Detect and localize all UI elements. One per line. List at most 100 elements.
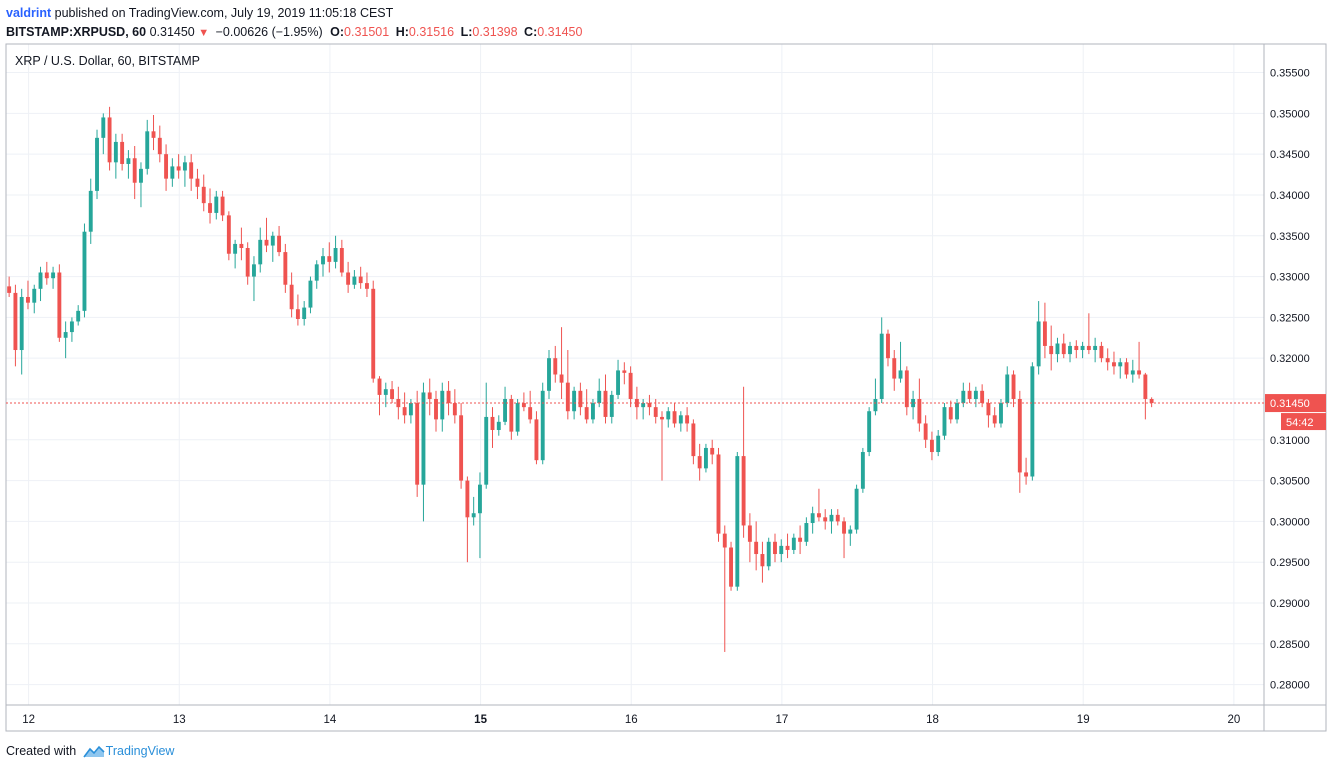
candle-body xyxy=(170,166,175,179)
candle-body xyxy=(182,162,187,171)
x-tick-label: 19 xyxy=(1077,714,1090,726)
candle-body xyxy=(634,398,639,408)
candle-body xyxy=(816,513,821,518)
candle xyxy=(967,382,972,404)
candle-body xyxy=(245,248,250,277)
candle xyxy=(892,350,897,391)
candle xyxy=(38,266,43,302)
time-axis[interactable]: 12 13 14 15 16 17 18 19 20 xyxy=(22,714,1240,726)
close-label: C: xyxy=(524,25,538,39)
candle xyxy=(277,225,282,257)
candle-body xyxy=(371,288,376,379)
candle-body xyxy=(195,178,200,187)
author-link[interactable]: valdrint xyxy=(6,6,52,20)
tradingview-brand[interactable]: TradingView xyxy=(105,744,175,758)
candle xyxy=(1017,390,1022,493)
candle-body xyxy=(779,545,784,555)
candle-body xyxy=(289,284,294,310)
candle-body xyxy=(95,137,99,191)
candle xyxy=(264,217,269,253)
candle-body xyxy=(264,239,269,246)
candle xyxy=(107,106,112,171)
countdown-tag xyxy=(1281,413,1326,431)
candle xyxy=(1036,301,1041,375)
candle xyxy=(377,376,382,416)
candle-body xyxy=(44,272,49,279)
candle xyxy=(816,488,821,522)
candle-body xyxy=(164,154,169,179)
candle xyxy=(1061,333,1066,359)
candle-body xyxy=(176,166,181,171)
candle-body xyxy=(7,286,12,293)
candle-body xyxy=(1055,343,1060,355)
candle xyxy=(609,390,614,424)
candle-body xyxy=(277,235,282,253)
candle xyxy=(415,390,420,497)
price-axis[interactable]: 0.35500 0.35000 0.34500 0.34000 0.33500 0.330… xyxy=(1270,68,1310,692)
candle-body xyxy=(82,231,87,311)
candle-body xyxy=(283,252,288,285)
candle xyxy=(195,168,200,200)
candle-body xyxy=(986,403,991,416)
candle-body xyxy=(1118,362,1123,367)
candle-body xyxy=(1049,345,1054,355)
candle xyxy=(980,384,985,408)
candle-body xyxy=(295,309,300,320)
symbol-label[interactable]: BITSTAMP:XRPUSD, 60 xyxy=(6,25,147,39)
created-with-label: Created with xyxy=(6,744,77,758)
candle xyxy=(459,403,464,489)
candle xyxy=(697,443,702,481)
candle xyxy=(434,390,438,432)
candle xyxy=(735,452,740,591)
candle-body xyxy=(886,333,890,359)
candle-body xyxy=(1099,345,1104,359)
candle xyxy=(76,305,81,326)
candle xyxy=(867,407,872,457)
candle xyxy=(63,321,68,359)
candle xyxy=(1042,302,1047,359)
candle-body xyxy=(697,456,702,469)
candle-body xyxy=(446,390,451,404)
candle xyxy=(559,327,564,399)
candle-body xyxy=(208,203,212,213)
candle-body xyxy=(101,117,106,138)
candle xyxy=(383,382,388,408)
candle-body xyxy=(942,407,947,436)
y-tick-label: 0.31000 xyxy=(1270,435,1310,447)
candle-body xyxy=(729,547,733,587)
candle xyxy=(132,146,137,200)
candle xyxy=(1068,341,1072,363)
candle xyxy=(157,125,162,163)
candle xyxy=(1137,341,1142,379)
candle xyxy=(26,280,30,310)
x-tick-label: 17 xyxy=(775,714,788,726)
candle-body xyxy=(503,398,508,422)
candle-body xyxy=(798,537,803,542)
chart-frame xyxy=(5,43,1327,732)
candle xyxy=(164,144,169,191)
candle-body xyxy=(1080,345,1085,351)
high-value: 0.31516 xyxy=(408,25,455,39)
candle xyxy=(842,517,846,559)
candle-body xyxy=(63,332,68,338)
candle xyxy=(873,378,878,416)
y-tick-label: 0.29500 xyxy=(1270,557,1310,569)
candle-body xyxy=(867,411,872,453)
candle-body xyxy=(973,390,978,399)
candle-body xyxy=(490,416,495,430)
candle xyxy=(835,509,840,526)
candle xyxy=(478,472,482,559)
candle-body xyxy=(1137,370,1142,375)
candle xyxy=(779,539,784,563)
candle xyxy=(270,231,275,262)
candle-body xyxy=(590,403,595,420)
x-tick-label: 16 xyxy=(625,714,638,726)
candle xyxy=(101,113,106,155)
candle xyxy=(754,521,759,571)
x-tick-label: 15 xyxy=(474,714,487,726)
candle xyxy=(678,411,683,432)
candle xyxy=(634,386,639,420)
candle xyxy=(189,154,194,191)
candle xyxy=(252,256,256,302)
